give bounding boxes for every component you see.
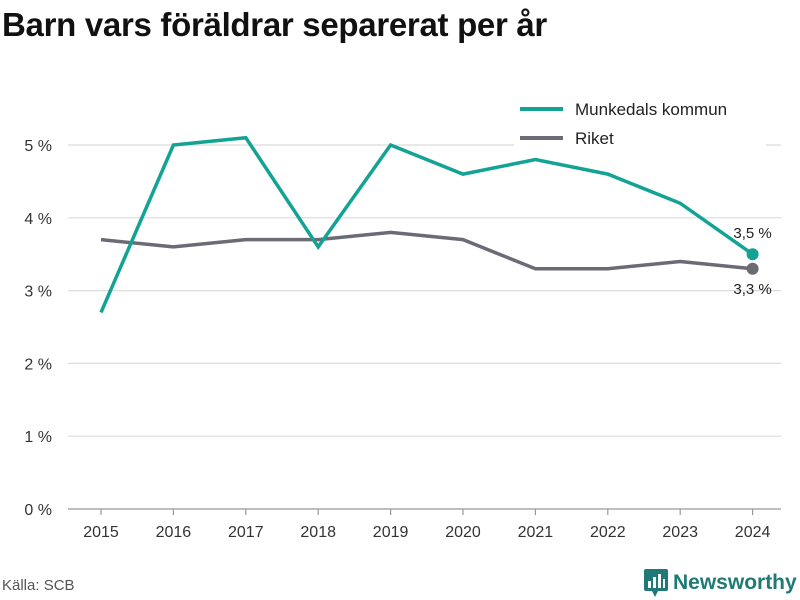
y-tick-label: 3 %: [24, 284, 52, 301]
grid-layer: [68, 144, 781, 437]
source-note: Källa: SCB: [2, 577, 75, 594]
munkedal-point: [746, 248, 759, 261]
x-tick-label: 2023: [662, 524, 698, 541]
x-tick-label: 2021: [518, 524, 554, 541]
y-tick-label: 0 %: [24, 502, 52, 519]
series-line-riket: [100, 230, 753, 271]
legend-label: Riket: [575, 129, 614, 148]
x-tick-label: 2016: [156, 524, 192, 541]
x-tick-label: 2019: [373, 524, 409, 541]
x-tick-label: 2024: [735, 524, 771, 541]
end-label-riket: 3,3 %: [733, 281, 771, 298]
y-tick-label: 4 %: [24, 211, 52, 228]
end-label-munkedal: 3,5 %: [733, 225, 771, 242]
x-tick-label: 2018: [300, 524, 336, 541]
y-tick-label: 2 %: [24, 356, 52, 373]
x-tick-label: 2015: [83, 524, 119, 541]
legend-background: [514, 96, 766, 150]
legend: Munkedals kommun Riket: [514, 96, 766, 150]
series-line-munkedal: [99, 135, 754, 314]
x-tick-label: 2017: [228, 524, 264, 541]
brand-logo: Newsworthy: [644, 569, 797, 597]
series-layer: [99, 135, 759, 314]
y-tick-label: 5 %: [24, 138, 52, 155]
chart-title: Barn vars föräldrar separerat per år: [2, 6, 547, 43]
y-tick-label: 1 %: [24, 429, 52, 446]
x-tick-label: 2020: [445, 524, 481, 541]
brand-name: Newsworthy: [673, 571, 797, 594]
legend-label: Munkedals kommun: [575, 100, 727, 119]
label-layer: 3,5 % 3,3 %: [733, 225, 771, 298]
bar-chart-icon: [644, 569, 668, 597]
riket-point: [746, 262, 759, 275]
axis-layer: 0 % 1 % 2 % 3 % 4 % 5 % 2015 2016 2017 2018 2019 20…: [24, 138, 781, 541]
x-tick-label: 2022: [590, 524, 626, 541]
